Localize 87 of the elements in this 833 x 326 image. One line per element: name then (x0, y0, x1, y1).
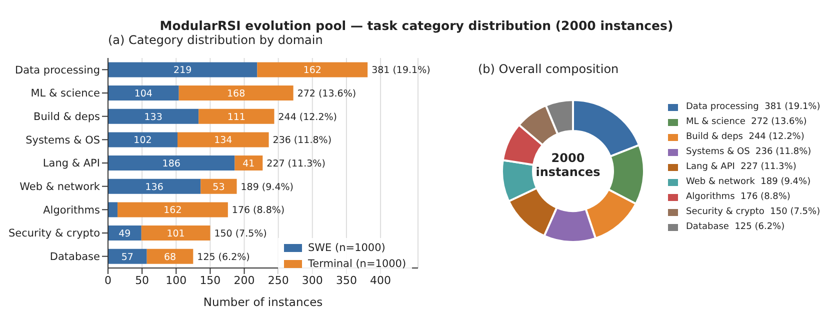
total-label: 244 (12.2%) (278, 112, 337, 123)
legend-label: SWE (n=1000) (307, 241, 386, 256)
data-label: 102 (134, 135, 152, 146)
data-label: 57 (121, 252, 134, 263)
bar (108, 178, 201, 194)
data-label: 227 (11.3%) (740, 162, 796, 172)
total-label: 176 (8.8%) (232, 205, 285, 216)
data-label: 168 (227, 88, 246, 100)
bar (108, 62, 258, 78)
chart-title: (b) Overall composition (478, 62, 619, 76)
total-label: 227 (11.3%) (266, 158, 326, 170)
data-label: 272 (13.6%) (751, 117, 807, 127)
bar (257, 62, 368, 78)
x-tick-label: 0 (104, 274, 112, 287)
legend-label: Systems & OS (686, 147, 750, 157)
y-tick-label: Build & deps (34, 111, 100, 124)
y-tick-label: Algorithms (43, 204, 100, 216)
total-label: 236 (11.8%) (272, 135, 332, 146)
y-tick-label: ML & science (30, 88, 100, 100)
legend-label: Database (686, 222, 729, 232)
legend-label: ML & science (686, 117, 746, 127)
bar (200, 178, 237, 194)
total-label: 125 (6.2%) (197, 252, 250, 263)
legend-label: Build & deps (686, 132, 743, 142)
data-label: 68 (164, 252, 176, 263)
data-label: 244 (12.2%) (748, 132, 804, 142)
y-tick-label: Security & crypto (8, 228, 100, 240)
data-label: 101 (166, 228, 185, 240)
bar (198, 108, 274, 124)
legend-label: Lang & API (686, 162, 735, 172)
x-tick-label: 300 (302, 274, 323, 287)
bar (118, 202, 228, 218)
legend-label: Algorithms (686, 192, 735, 202)
y-tick-label: Lang & API (42, 158, 100, 170)
x-tick-label: 100 (166, 274, 187, 287)
data-label: 111 (227, 112, 246, 123)
total-label: 189 (9.4%) (240, 182, 294, 193)
bar (177, 132, 269, 148)
bar (108, 156, 235, 171)
x-tick-label: 200 (234, 274, 255, 287)
x-tick-label: 400 (370, 274, 392, 287)
data-label: 49 (118, 228, 131, 240)
data-label: 125 (6.2%) (734, 222, 785, 232)
text: 2000 instances (534, 151, 602, 179)
data-label: 53 (212, 182, 225, 193)
data-label: 162 (303, 65, 322, 76)
legend-label: Terminal (n=1000) (307, 257, 406, 272)
bar (234, 156, 263, 171)
total-label: 381 (19.1%) (372, 65, 430, 76)
bar (108, 202, 118, 218)
data-label: 136 (145, 182, 164, 193)
x-tick-label: 150 (200, 274, 221, 287)
data-label: 236 (11.8%) (756, 147, 812, 157)
legend-label: Security & crypto (686, 207, 764, 217)
y-tick-label: Database (50, 251, 100, 264)
bar (141, 226, 210, 241)
data-label: 41 (242, 158, 255, 170)
data-label: 134 (214, 135, 232, 146)
data-label: 189 (9.4%) (760, 177, 811, 187)
data-label: 381 (19.1%) (764, 102, 820, 112)
y-tick-label: Web & network (20, 181, 101, 194)
x-tick-label: 350 (336, 274, 357, 287)
bar (108, 86, 179, 101)
legend-label: Web & network (686, 177, 755, 187)
legend-label: Data processing (686, 102, 759, 112)
data-label: 219 (174, 65, 192, 76)
total-label: 272 (13.6%) (297, 88, 356, 100)
x-tick-label: 50 (135, 274, 150, 287)
bar (108, 226, 142, 241)
bar (108, 108, 199, 124)
bar (108, 132, 178, 148)
x-tick-label: 250 (268, 274, 289, 287)
x-axis-title: Number of instances (203, 295, 323, 309)
data-label: 150 (7.5%) (770, 207, 820, 217)
data-label: 186 (162, 158, 180, 170)
chart-title: ModularRSI evolution pool — task category distribution (2000 instances) (158, 18, 674, 33)
y-tick-label: Systems & OS (26, 134, 100, 146)
y-tick-label: Data processing (15, 64, 100, 76)
data-label: 133 (144, 112, 162, 123)
bar (178, 86, 294, 101)
chart-subtitle: (a) Category distribution by domain (108, 33, 323, 47)
data-label: 104 (134, 88, 152, 100)
bar (146, 248, 194, 264)
data-label: 162 (164, 205, 182, 216)
bar (108, 248, 147, 264)
total-label: 150 (7.5%) (214, 228, 267, 240)
data-label: 176 (8.8%) (740, 192, 790, 202)
